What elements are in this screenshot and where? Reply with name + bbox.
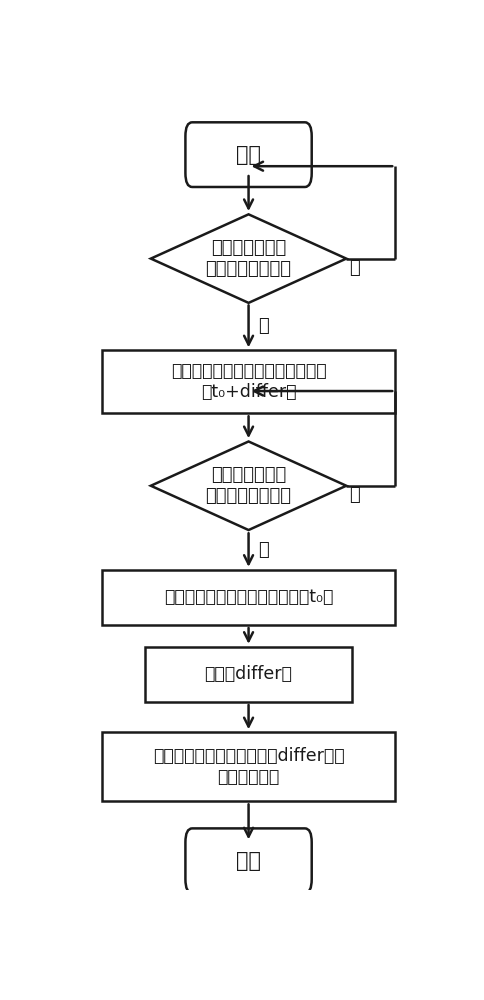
- Text: 结束: 结束: [236, 851, 260, 871]
- Bar: [102, 732, 394, 801]
- FancyBboxPatch shape: [185, 122, 311, 187]
- Text: 否: 否: [348, 486, 359, 504]
- Text: 运动控制器是否
接收到同步信息？: 运动控制器是否 接收到同步信息？: [205, 239, 291, 278]
- Bar: [102, 350, 394, 413]
- Text: 运动控制器是否
接收到时间信息？: 运动控制器是否 接收到时间信息？: [205, 466, 291, 505]
- Text: 计算出differ值: 计算出differ值: [204, 665, 292, 683]
- Polygon shape: [151, 441, 346, 530]
- Text: 是: 是: [257, 541, 268, 559]
- Text: 开始: 开始: [236, 145, 260, 165]
- Text: 是: 是: [257, 317, 268, 335]
- Bar: [102, 570, 394, 625]
- Text: 运动控制器记录此时的本地时间戳
（t₀+differ）: 运动控制器记录此时的本地时间戳 （t₀+differ）: [170, 362, 326, 401]
- Polygon shape: [151, 214, 346, 303]
- Text: 否: 否: [348, 259, 359, 277]
- FancyBboxPatch shape: [185, 828, 311, 893]
- Text: 运动控制器内部时间戳减去differ值，
与工控机同步: 运动控制器内部时间戳减去differ值， 与工控机同步: [152, 747, 344, 786]
- Bar: [145, 647, 351, 702]
- Text: 记录时间信息中包含的时间戳（t₀）: 记录时间信息中包含的时间戳（t₀）: [164, 588, 333, 606]
